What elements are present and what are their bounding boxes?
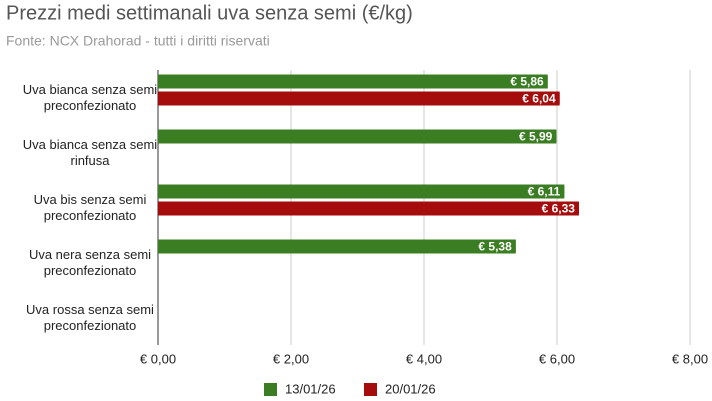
x-tick-label: € 4,00 xyxy=(406,351,442,366)
chart-title: Prezzi medi settimanali uva senza semi (… xyxy=(6,2,413,24)
y-tick-label: Uva rossa senza semi preconfezionato xyxy=(26,301,154,333)
legend-label: 20/01/26 xyxy=(385,381,436,396)
bar xyxy=(158,184,565,199)
value-label-box xyxy=(513,91,560,106)
y-tick-label: Uva bianca senza semi rinfusa xyxy=(22,136,158,168)
legend-label: 13/01/26 xyxy=(285,381,336,396)
value-label: € 6,33 xyxy=(542,202,576,216)
value-label: € 6,11 xyxy=(528,185,561,199)
legend-swatch xyxy=(264,383,277,396)
value-label-box xyxy=(532,201,579,216)
bar xyxy=(158,129,557,144)
bar xyxy=(158,74,548,89)
value-label: € 6,04 xyxy=(522,92,556,106)
value-label-box xyxy=(510,129,557,144)
bar xyxy=(158,239,516,254)
bar xyxy=(158,91,560,106)
value-label: € 5,86 xyxy=(510,75,544,89)
value-label-box xyxy=(501,74,548,89)
y-tick-label: Uva bianca senza semi preconfezionato xyxy=(22,81,158,113)
value-label-box xyxy=(469,239,516,254)
bar xyxy=(158,201,579,216)
x-tick-label: € 2,00 xyxy=(273,351,309,366)
value-label: € 5,38 xyxy=(478,240,512,254)
x-tick-label: € 6,00 xyxy=(539,351,575,366)
y-tick-label: Uva nera senza semi preconfezionato xyxy=(28,246,152,278)
value-label: € 5,99 xyxy=(519,130,553,144)
legend-swatch xyxy=(364,383,377,396)
x-tick-label: € 0,00 xyxy=(140,351,176,366)
chart-subtitle: Fonte: NCX Drahorad - tutti i diritti ri… xyxy=(6,33,270,49)
y-tick-label: Uva bis senza semi preconfezionato xyxy=(33,191,147,223)
value-label-box xyxy=(518,184,565,199)
x-tick-label: € 8,00 xyxy=(672,351,708,366)
